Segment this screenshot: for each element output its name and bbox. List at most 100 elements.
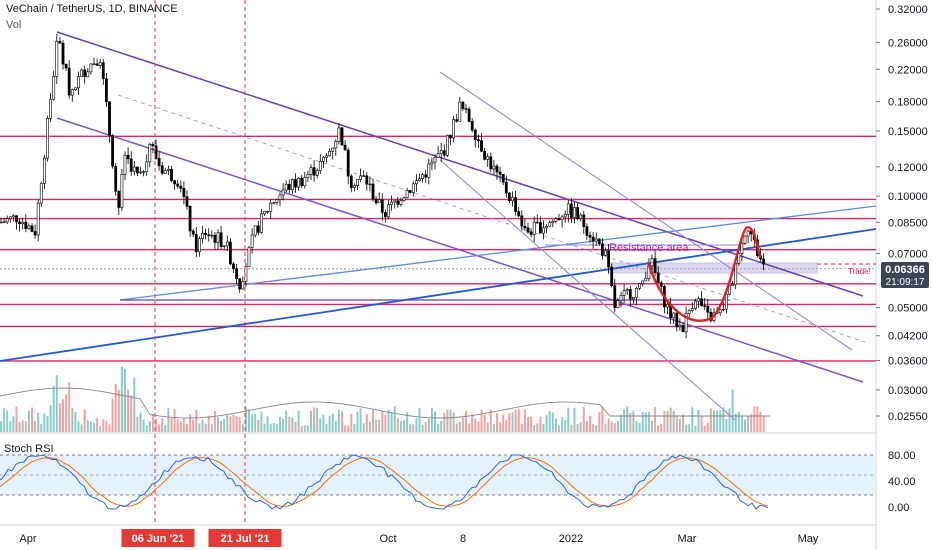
candle-body bbox=[424, 174, 428, 178]
volume-bar bbox=[288, 416, 291, 432]
volume-bar bbox=[176, 419, 179, 432]
candle-body bbox=[18, 221, 22, 225]
candle-body bbox=[160, 165, 164, 174]
y-tick-label: 0.03000 bbox=[888, 385, 928, 397]
candle-body bbox=[250, 234, 254, 248]
volume-bar bbox=[365, 414, 368, 432]
volume-bar bbox=[449, 409, 452, 432]
volume-bar bbox=[217, 417, 219, 432]
price-axis[interactable]: 0.32000 0.26000 0.22000 0.18000 0.15000 0.120… bbox=[876, 4, 928, 423]
volume-bar bbox=[86, 420, 89, 432]
candle-body bbox=[12, 215, 15, 218]
y-tick-label: 0.04200 bbox=[888, 331, 928, 343]
volume-bar bbox=[756, 406, 759, 432]
candle-body bbox=[693, 300, 697, 309]
volume-bar bbox=[96, 417, 99, 432]
x-tick-highlight bbox=[208, 529, 282, 547]
volume-bar bbox=[55, 375, 58, 432]
volume-bar bbox=[71, 408, 74, 432]
volume-bar bbox=[536, 423, 539, 432]
candle-body bbox=[700, 298, 704, 307]
volume-bar bbox=[458, 421, 461, 432]
volume-bar bbox=[759, 411, 762, 432]
candle-body bbox=[229, 241, 232, 265]
candle-body bbox=[145, 161, 149, 173]
volume-bar bbox=[598, 412, 601, 432]
volume-bar bbox=[675, 415, 678, 432]
volume-bar bbox=[347, 425, 350, 432]
volume-bar bbox=[251, 414, 254, 432]
volume-bar bbox=[6, 410, 9, 432]
candle-body bbox=[182, 188, 186, 197]
stoch-title: Stoch RSI bbox=[4, 443, 54, 455]
volume-bar bbox=[275, 423, 278, 432]
candle-body bbox=[278, 194, 282, 200]
volume-bar bbox=[585, 421, 588, 432]
volume-bar bbox=[303, 425, 306, 432]
candle-body bbox=[467, 108, 471, 122]
volume-bar bbox=[350, 413, 353, 432]
volume-bar bbox=[266, 416, 269, 432]
candle-body bbox=[194, 233, 198, 253]
candle-body bbox=[672, 312, 676, 319]
volume-bar bbox=[517, 409, 520, 432]
volume-bar bbox=[384, 414, 387, 432]
horizontal-levels bbox=[0, 135, 876, 362]
candle-body bbox=[352, 185, 356, 188]
volume-bar bbox=[567, 407, 570, 432]
volume-bar bbox=[579, 422, 582, 432]
candle-body bbox=[597, 238, 601, 245]
volume-bar bbox=[331, 413, 334, 432]
candle-body bbox=[635, 288, 638, 298]
volume-bar bbox=[158, 424, 161, 432]
candle-body bbox=[746, 230, 750, 237]
volume-bar bbox=[111, 398, 114, 432]
candle-body bbox=[148, 144, 152, 163]
candle-body bbox=[123, 154, 127, 175]
candle-body bbox=[120, 174, 124, 208]
volume-bar bbox=[505, 420, 508, 432]
volume-bar bbox=[46, 416, 49, 432]
volume-bar bbox=[511, 412, 514, 432]
candle-body bbox=[560, 216, 564, 220]
candle-body bbox=[703, 305, 707, 307]
candle-body bbox=[532, 221, 536, 235]
volume-bar bbox=[539, 416, 542, 432]
volume-bar bbox=[62, 399, 64, 432]
volume-bar bbox=[508, 413, 511, 432]
volume-bar bbox=[313, 407, 316, 432]
volume-bar bbox=[124, 369, 126, 432]
y-tick-label: 0.07000 bbox=[888, 249, 928, 261]
volume-bar bbox=[762, 416, 765, 432]
candle-body bbox=[256, 225, 260, 233]
volume-bar bbox=[195, 410, 198, 432]
candle-body bbox=[631, 297, 635, 300]
candle-body bbox=[439, 150, 443, 154]
volume-bar bbox=[465, 410, 467, 432]
candle-body bbox=[737, 253, 741, 264]
volume-bar bbox=[58, 403, 61, 432]
volume-bar bbox=[387, 409, 390, 432]
candle-body bbox=[80, 69, 84, 77]
candle-body bbox=[476, 139, 480, 141]
candle-body bbox=[207, 234, 211, 236]
candle-body bbox=[5, 218, 9, 223]
candle-body bbox=[325, 155, 328, 158]
volume-bar bbox=[248, 409, 250, 432]
volume-bar bbox=[151, 414, 154, 432]
volume-bar bbox=[747, 415, 750, 432]
candle-body bbox=[604, 250, 607, 256]
candle-body bbox=[371, 183, 375, 200]
candle-body bbox=[511, 197, 514, 201]
candle-body bbox=[706, 306, 710, 313]
candle-body bbox=[492, 165, 496, 170]
volume-bar bbox=[393, 406, 396, 432]
volume-bar bbox=[688, 423, 691, 432]
candle-body bbox=[225, 241, 229, 247]
time-axis[interactable]: Apr 06 Jun '21 21 Jul '21 Oct 8 2022 Mar May bbox=[19, 529, 819, 547]
candle-body bbox=[405, 190, 409, 199]
candle-body bbox=[740, 243, 744, 254]
stoch-axis: 80.00 40.00 0.00 bbox=[888, 450, 916, 514]
volume-bar bbox=[697, 409, 700, 432]
